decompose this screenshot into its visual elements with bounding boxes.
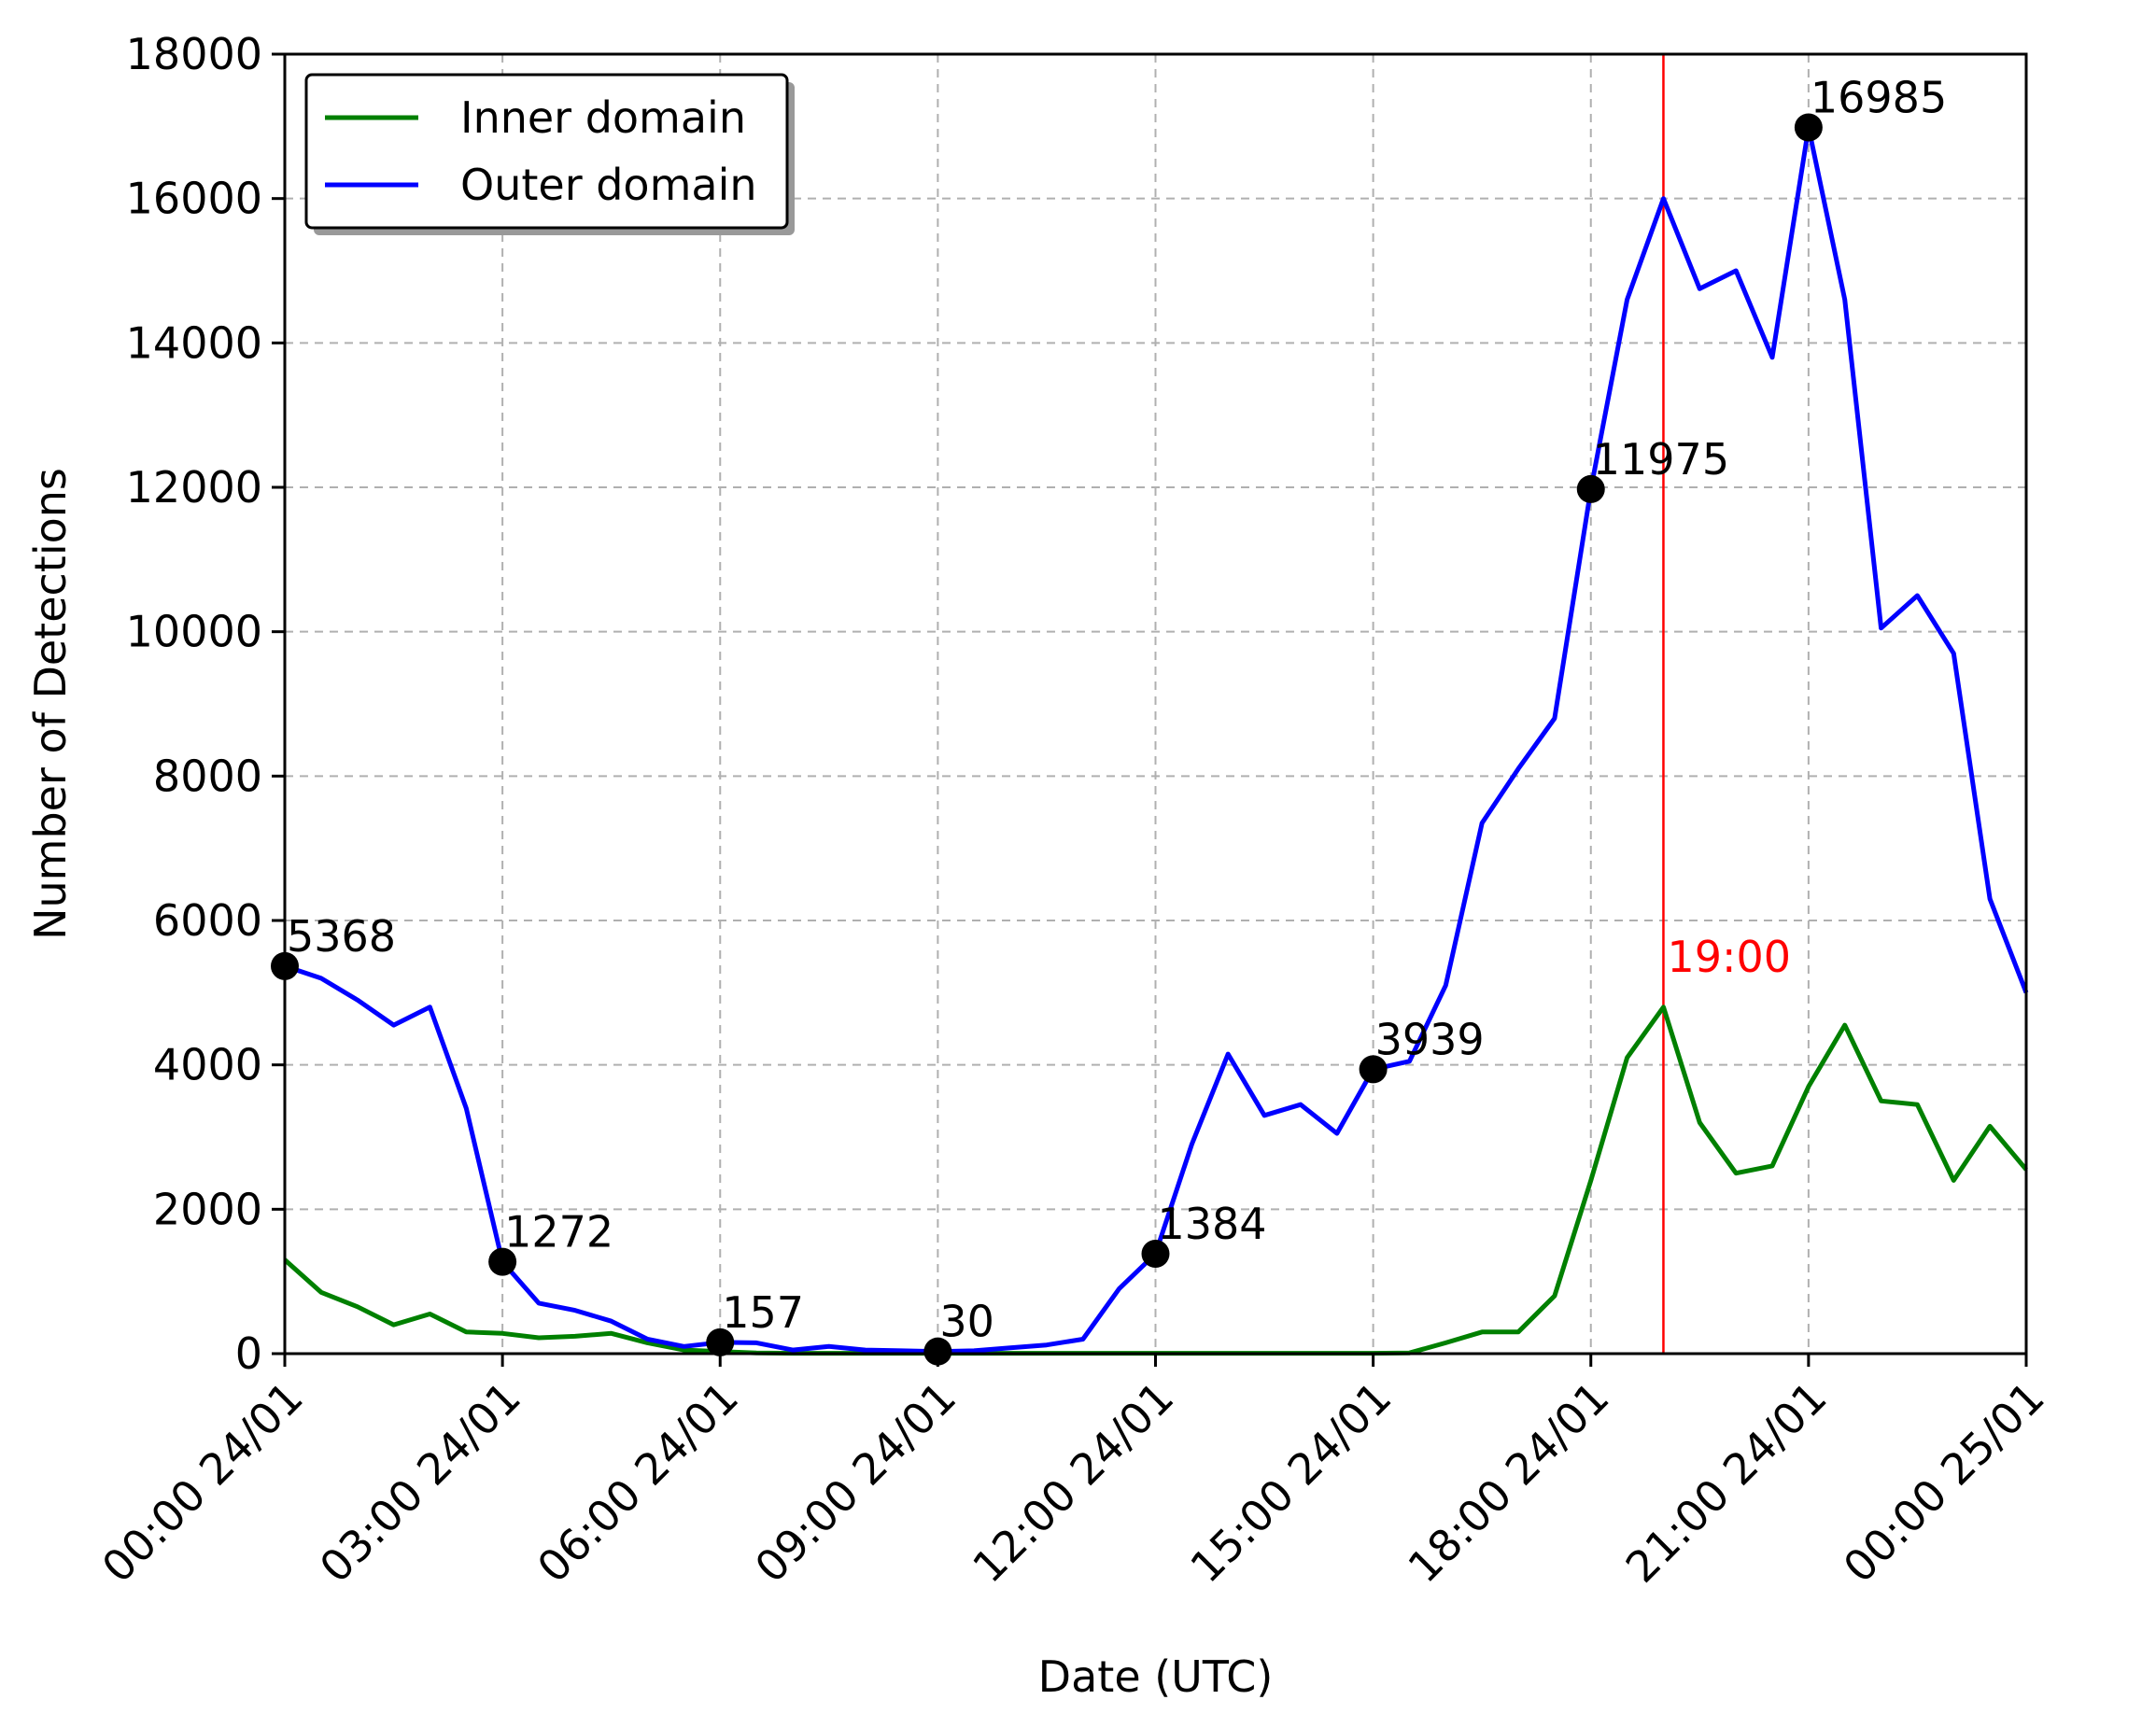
legend-label-0: Inner domain — [460, 92, 746, 143]
annotation-label-1: 1272 — [504, 1207, 613, 1257]
annotation-point-4 — [1141, 1239, 1170, 1268]
y-tick-label-9: 18000 — [126, 29, 262, 79]
annotation-label-4: 1384 — [1158, 1199, 1267, 1249]
annotation-label-0: 5368 — [287, 911, 396, 962]
vertical-marker-label: 19:00 — [1667, 932, 1791, 982]
legend: Inner domain Outer domain — [304, 73, 795, 235]
y-axis-ticks: 0 2000 4000 6000 8000 10000 12000 14000 16000 180… — [126, 29, 285, 1379]
annotation-label-6: 11975 — [1593, 434, 1729, 485]
annotation-point-3 — [923, 1337, 952, 1366]
annotation-point-7 — [1794, 113, 1823, 142]
annotation-label-3: 30 — [939, 1297, 994, 1347]
annotation-markers: 5368 1272 157 30 1384 3939 11975 16985 — [271, 72, 1947, 1366]
y-tick-label-3: 6000 — [153, 895, 262, 946]
y-tick-label-4: 8000 — [153, 751, 262, 801]
annotation-point-5 — [1359, 1055, 1388, 1084]
y-tick-label-5: 10000 — [126, 607, 262, 657]
y-tick-label-0: 0 — [235, 1328, 262, 1379]
annotation-point-6 — [1576, 474, 1605, 503]
annotation-label-2: 157 — [722, 1287, 804, 1338]
annotation-point-2 — [706, 1328, 735, 1356]
annotation-label-7: 16985 — [1811, 72, 1947, 122]
annotation-point-1 — [488, 1247, 517, 1276]
y-tick-label-2: 4000 — [153, 1040, 262, 1090]
y-tick-label-8: 16000 — [126, 174, 262, 224]
vertical-marker: 19:00 — [1662, 54, 1791, 1354]
y-tick-label-7: 14000 — [126, 317, 262, 368]
legend-label-1: Outer domain — [460, 160, 757, 210]
y-axis-label: Number of Detections — [25, 468, 76, 940]
legend-box — [304, 73, 789, 230]
x-axis-label: Date (UTC) — [1038, 1651, 1274, 1702]
y-tick-label-6: 12000 — [126, 462, 262, 513]
annotation-label-5: 3939 — [1375, 1014, 1485, 1064]
y-tick-label-1: 2000 — [153, 1184, 262, 1234]
